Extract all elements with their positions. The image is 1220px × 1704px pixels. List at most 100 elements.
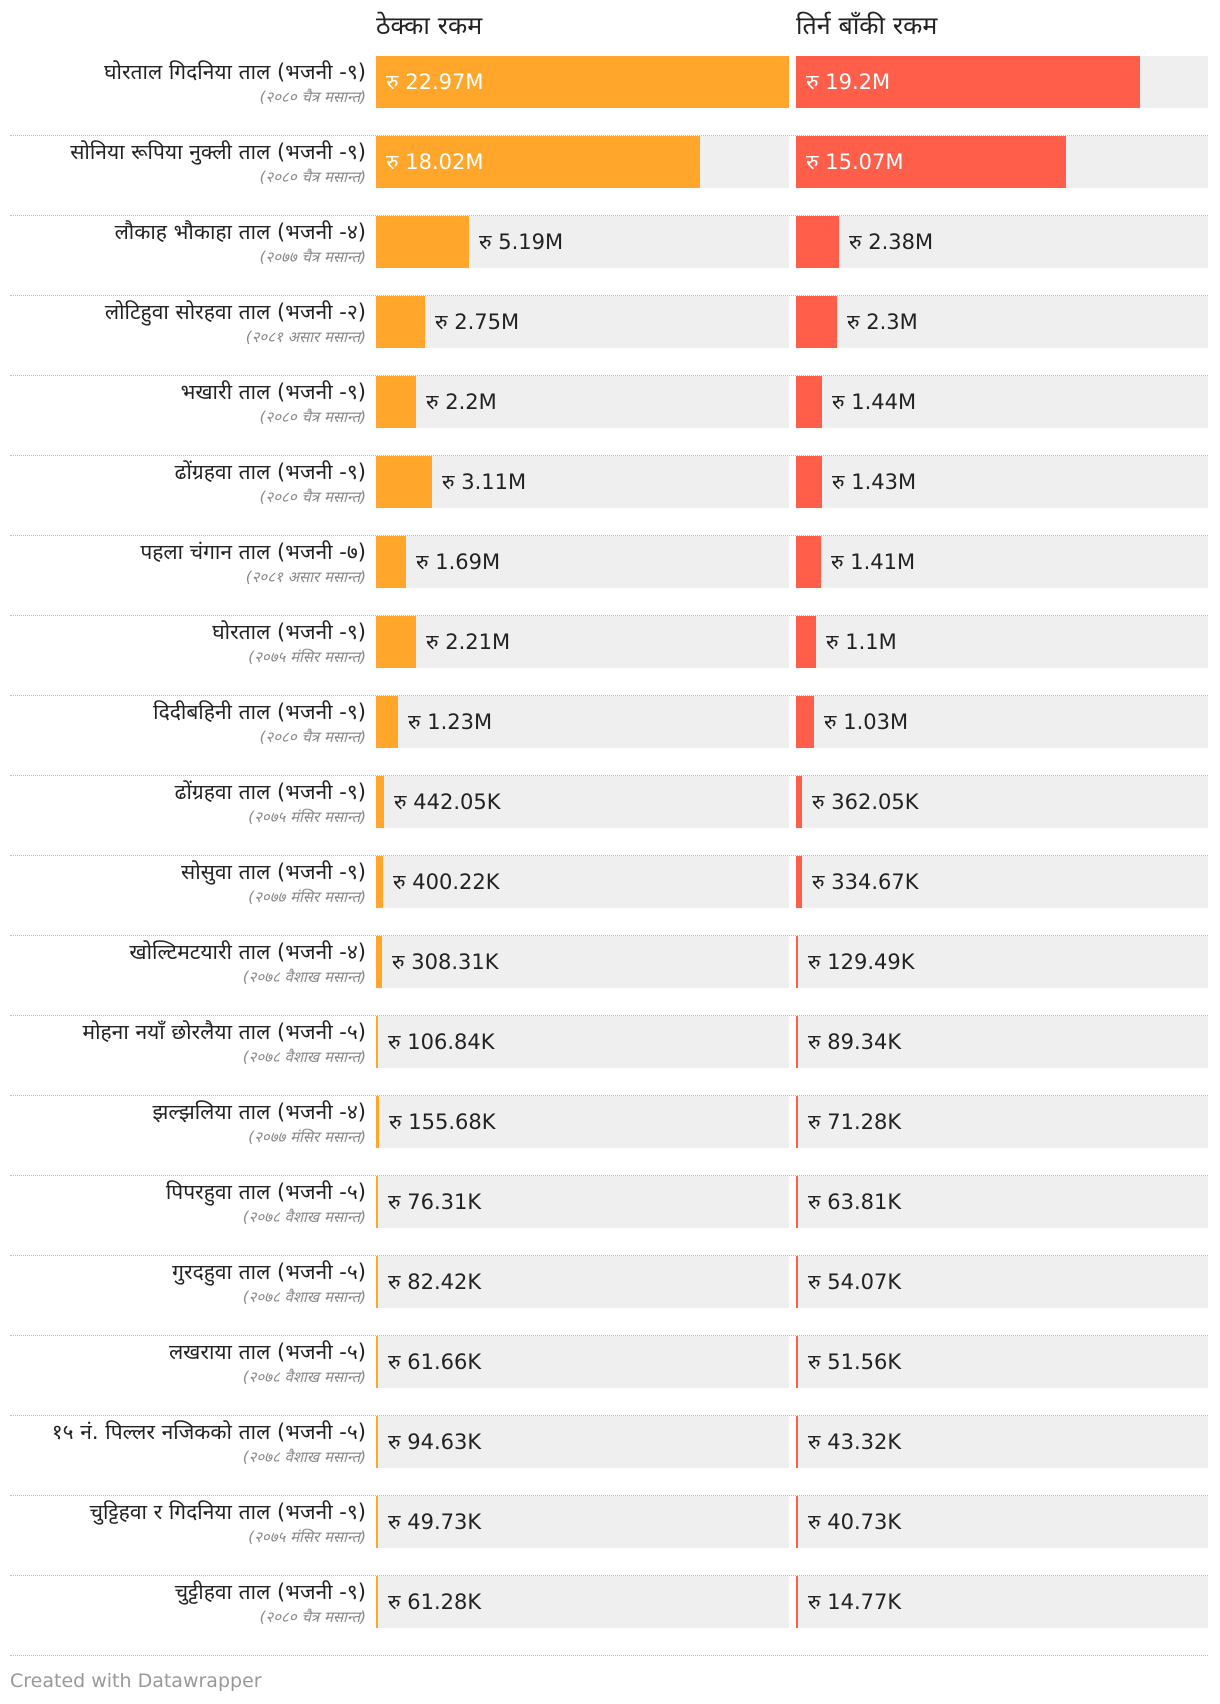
row-separator <box>10 1335 1208 1336</box>
remaining-bar <box>796 536 821 588</box>
contract-value-label: रु 3.11M <box>442 470 527 494</box>
contract-value-label: रु 106.84K <box>388 1030 495 1054</box>
contract-track: रु 442.05K <box>376 776 789 828</box>
chart-row: ढोंग्रहवा ताल (भजनी -९) (२०७५ मंसिर मसान्… <box>0 776 1220 856</box>
chart-row: सोसुवा ताल (भजनी -९) (२०७७ मंसिर मसान्त) र… <box>0 856 1220 936</box>
contract-value-label: रु 76.31K <box>388 1190 482 1214</box>
remaining-value-label: रु 1.1M <box>826 630 897 654</box>
lake-date: (२०७८ वैशाख मसान्त) <box>242 1048 366 1066</box>
lake-name: १५ नं. पिल्लर नजिकको ताल (भजनी -५) <box>51 1420 366 1444</box>
row-label: लोटिहुवा सोरहवा ताल (भजनी -२) (२०८१ असार … <box>105 296 366 348</box>
contract-value-label: रु 2.75M <box>435 310 520 334</box>
remaining-bar <box>796 376 822 428</box>
remaining-bar <box>796 216 839 268</box>
contract-track: रु 49.73K <box>376 1496 789 1548</box>
row-separator <box>10 135 1208 136</box>
lake-date: (२०७८ वैशाख मसान्त) <box>242 1288 366 1306</box>
contract-value-label: रु 308.31K <box>392 950 499 974</box>
contract-track: रु 2.21M <box>376 616 789 668</box>
lake-name: लौकाह भौकाहा ताल (भजनी -४) <box>114 220 366 244</box>
row-separator <box>10 295 1208 296</box>
chart-row: खोल्टिमटयारी ताल (भजनी -४) (२०७८ वैशाख मस… <box>0 936 1220 1016</box>
lake-date: (२०७७ मंसिर मसान्त) <box>248 1128 366 1146</box>
contract-track: रु 2.75M <box>376 296 789 348</box>
contract-value-label: रु 61.28K <box>388 1590 482 1614</box>
row-label: ढोंग्रहवा ताल (भजनी -९) (२०७५ मंसिर मसान्… <box>175 776 366 828</box>
contract-bar <box>376 1016 378 1068</box>
remaining-track: रु 89.34K <box>796 1016 1208 1068</box>
row-label: पिपरहुवा ताल (भजनी -५) (२०७८ वैशाख मसान्त… <box>166 1176 366 1228</box>
chart-row: पहला चंगान ताल (भजनी -७) (२०८१ असार मसान्… <box>0 536 1220 616</box>
remaining-track: रु 14.77K <box>796 1576 1208 1628</box>
row-label: घोरताल (भजनी -९) (२०७५ मंसिर मसान्त) <box>212 616 366 668</box>
lake-date: (२०७८ वैशाख मसान्त) <box>242 1448 366 1466</box>
remaining-bar <box>796 1096 798 1148</box>
row-separator <box>10 935 1208 936</box>
row-separator <box>10 1255 1208 1256</box>
remaining-value-label: रु 2.3M <box>847 310 918 334</box>
lake-name: मोहना नयाँ छोरलैया ताल (भजनी -५) <box>82 1020 366 1044</box>
contract-bar <box>376 296 425 348</box>
remaining-value-label: रु 15.07M <box>806 150 904 174</box>
contract-value-label: रु 61.66K <box>388 1350 482 1374</box>
contract-value-label: रु 82.42K <box>388 1270 482 1294</box>
row-separator <box>10 615 1208 616</box>
remaining-value-label: रु 334.67K <box>812 870 919 894</box>
contract-track: रु 82.42K <box>376 1256 789 1308</box>
contract-bar <box>376 216 469 268</box>
remaining-track: रु 1.43M <box>796 456 1208 508</box>
contract-track: रु 22.97M <box>376 56 789 108</box>
lake-name: सोसुवा ताल (भजनी -९) <box>181 860 366 884</box>
lake-name: चुट्टीहवा ताल (भजनी -९) <box>174 1580 366 1604</box>
row-label: मोहना नयाँ छोरलैया ताल (भजनी -५) (२०७८ वै… <box>83 1016 366 1068</box>
lake-name: सोनिया रूपिया नुक्ली ताल (भजनी -९) <box>70 140 366 164</box>
remaining-bar <box>796 776 802 828</box>
remaining-value-label: रु 1.44M <box>832 390 917 414</box>
remaining-bar <box>796 1016 798 1068</box>
remaining-track: रु 71.28K <box>796 1096 1208 1148</box>
row-label: पहला चंगान ताल (भजनी -७) (२०८१ असार मसान्… <box>140 536 366 588</box>
row-separator <box>10 775 1208 776</box>
remaining-bar <box>796 1256 798 1308</box>
contract-value-label: रु 155.68K <box>389 1110 496 1134</box>
contract-track: रु 61.28K <box>376 1576 789 1628</box>
contract-bar <box>376 936 382 988</box>
remaining-track: रु 1.03M <box>796 696 1208 748</box>
contract-value-label: रु 18.02M <box>386 150 484 174</box>
contract-value-label: रु 2.21M <box>426 630 511 654</box>
row-label: दिदीबहिनी ताल (भजनी -९) (२०८० चैत्र मसान्… <box>153 696 366 748</box>
chart-row: लखराया ताल (भजनी -५) (२०७८ वैशाख मसान्त) र… <box>0 1336 1220 1416</box>
remaining-track: रु 54.07K <box>796 1256 1208 1308</box>
remaining-value-label: रु 14.77K <box>808 1590 902 1614</box>
row-label: ढोंग्रहवा ताल (भजनी -९) (२०८० चैत्र मसान्… <box>175 456 366 508</box>
contract-track: रु 5.19M <box>376 216 789 268</box>
lake-date: (२०७७ चैत्र मसान्त) <box>259 248 366 266</box>
datawrapper-credit[interactable]: Created with Datawrapper <box>10 1670 262 1692</box>
remaining-value-label: रु 129.49K <box>808 950 915 974</box>
chart-row: लौकाह भौकाहा ताल (भजनी -४) (२०७७ चैत्र मस… <box>0 216 1220 296</box>
remaining-track: रु 15.07M <box>796 136 1208 188</box>
contract-track: रु 1.69M <box>376 536 789 588</box>
contract-bar <box>376 536 406 588</box>
contract-track: रु 155.68K <box>376 1096 789 1148</box>
contract-bar <box>376 456 432 508</box>
chart-row: मोहना नयाँ छोरलैया ताल (भजनी -५) (२०७८ वै… <box>0 1016 1220 1096</box>
lake-date: (२०८० चैत्र मसान्त) <box>259 168 366 186</box>
row-separator <box>10 535 1208 536</box>
chart-row: लोटिहुवा सोरहवा ताल (भजनी -२) (२०८१ असार … <box>0 296 1220 376</box>
contract-value-label: रु 49.73K <box>388 1510 482 1534</box>
remaining-track: रु 19.2M <box>796 56 1208 108</box>
chart-row: ढोंग्रहवा ताल (भजनी -९) (२०८० चैत्र मसान्… <box>0 456 1220 536</box>
row-label: लखराया ताल (भजनी -५) (२०७८ वैशाख मसान्त) <box>169 1336 366 1388</box>
contract-bar <box>376 616 416 668</box>
chart-row: गुरदहुवा ताल (भजनी -५) (२०७८ वैशाख मसान्त… <box>0 1256 1220 1336</box>
remaining-value-label: रु 40.73K <box>808 1510 902 1534</box>
contract-value-label: रु 94.63K <box>388 1430 482 1454</box>
lake-name: दिदीबहिनी ताल (भजनी -९) <box>153 700 366 724</box>
row-label: सोसुवा ताल (भजनी -९) (२०७७ मंसिर मसान्त) <box>181 856 366 908</box>
lake-date: (२०७८ वैशाख मसान्त) <box>242 968 366 986</box>
lake-date: (२०७५ मंसिर मसान्त) <box>248 648 366 666</box>
lake-date: (२०८१ असार मसान्त) <box>245 328 366 346</box>
remaining-track: रु 51.56K <box>796 1336 1208 1388</box>
lake-date: (२०७८ वैशाख मसान्त) <box>242 1208 366 1226</box>
